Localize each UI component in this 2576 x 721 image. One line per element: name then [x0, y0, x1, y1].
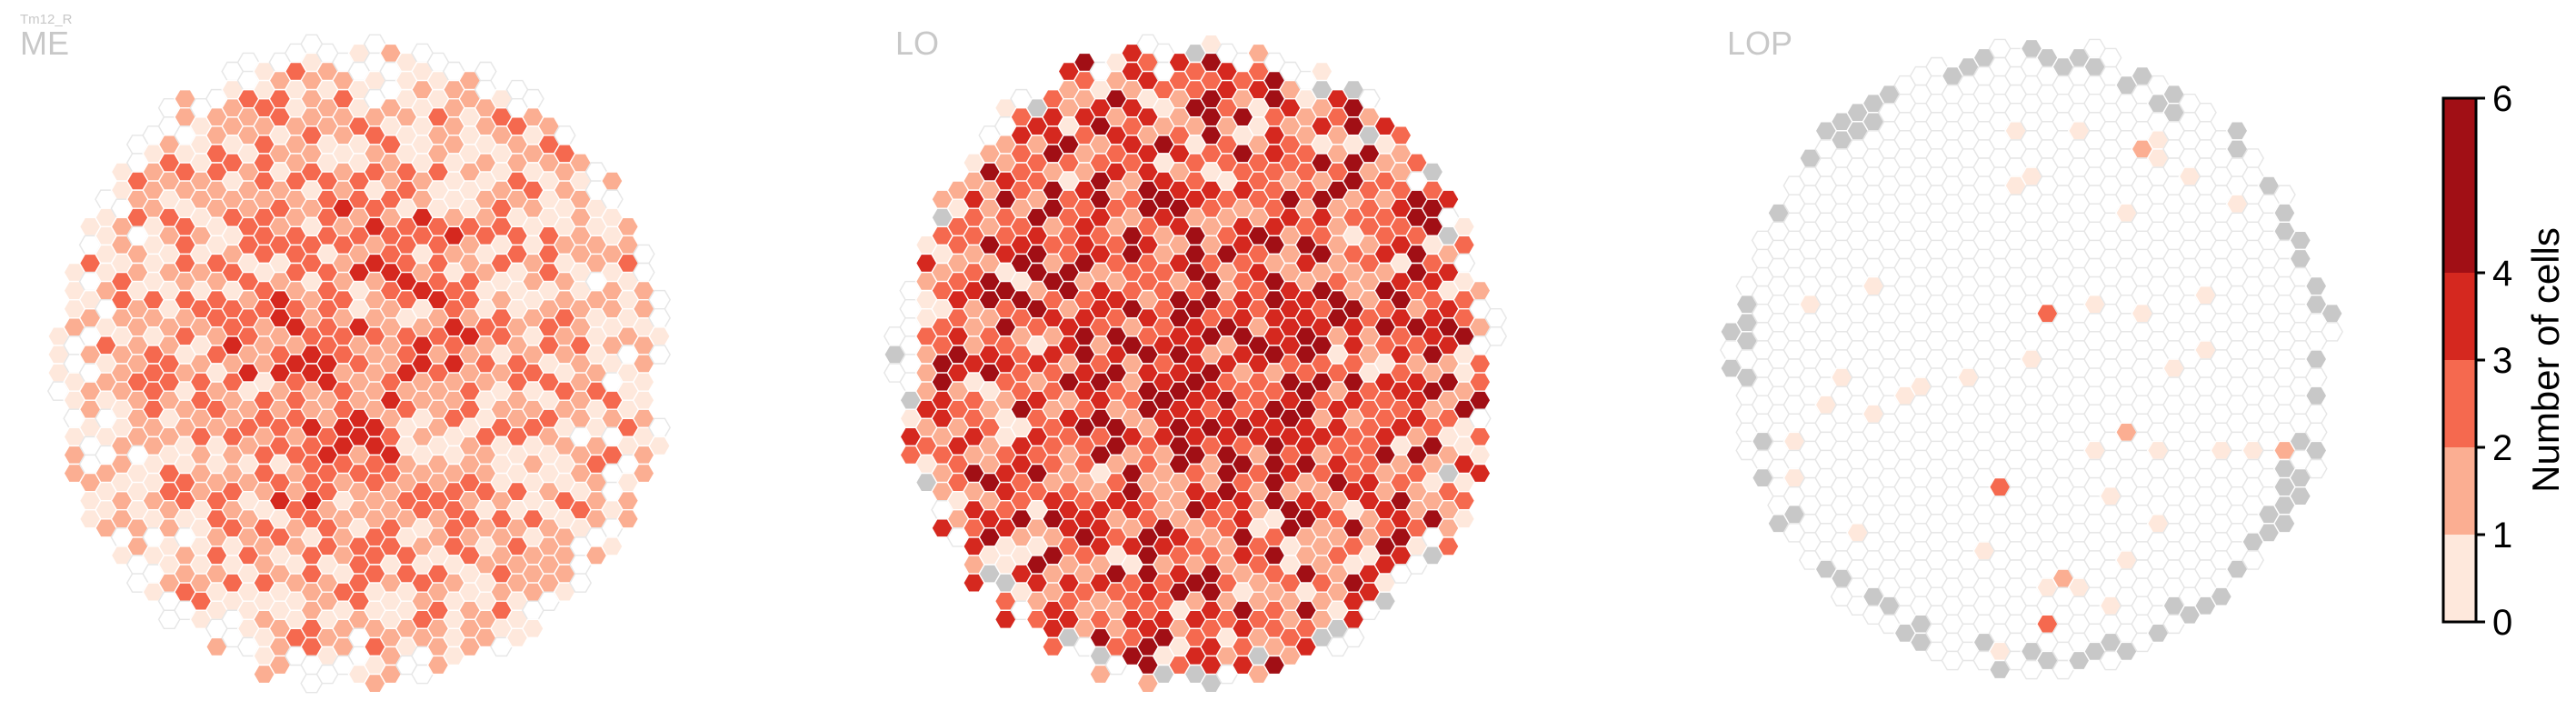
hex-column — [648, 436, 672, 456]
hex-column — [2272, 203, 2296, 224]
hex-column — [648, 289, 672, 310]
hex-column — [1468, 445, 1492, 466]
hex-column — [569, 573, 593, 593]
hex-column — [521, 618, 544, 639]
cell-type-label: Tm12_R — [20, 12, 73, 27]
panel-title-lop: LOP — [1727, 25, 1792, 62]
hex-column — [1389, 125, 1413, 145]
colorbar-tick-label: 6 — [2492, 79, 2512, 119]
hex-column — [2289, 248, 2312, 269]
hex-column — [2304, 422, 2328, 443]
hex-column — [2304, 367, 2328, 387]
hex-column — [1468, 280, 1492, 301]
hex-column — [1373, 591, 1397, 611]
hex-column — [1468, 390, 1492, 410]
hex-column — [2242, 550, 2265, 570]
hex-column — [553, 125, 576, 145]
hex-column — [616, 216, 640, 237]
hex-column — [2304, 275, 2328, 296]
hex-column — [2289, 486, 2312, 506]
hex-column — [2321, 322, 2344, 342]
hex-column — [521, 88, 544, 109]
hex-column — [600, 536, 624, 556]
hex-column — [1453, 235, 1476, 255]
hex-column — [648, 417, 672, 438]
hexgrid-lo — [883, 34, 1508, 694]
colorbar-tick-label: 4 — [2492, 254, 2512, 294]
hex-column — [648, 326, 672, 346]
hexgrid-lop — [1719, 38, 2344, 680]
colorbar-bin-4 — [2443, 98, 2476, 273]
hex-column — [1468, 372, 1492, 392]
hex-column — [632, 390, 655, 410]
colorbar-tick-label: 3 — [2492, 341, 2512, 381]
colorbar-bin-3 — [2443, 273, 2476, 360]
hex-column — [1453, 253, 1476, 274]
hex-column — [600, 189, 624, 209]
hex-column — [2193, 103, 2217, 123]
panel-lop: LOP — [1719, 25, 2344, 680]
colorbar-label: Number of cells — [2524, 227, 2567, 493]
hex-column — [2304, 349, 2328, 369]
hex-column — [1421, 162, 1444, 182]
hex-column — [1342, 627, 1365, 648]
hex-column — [2304, 404, 2328, 425]
hex-column — [2210, 586, 2233, 606]
hex-column — [648, 345, 672, 365]
hex-column — [1468, 408, 1492, 429]
hex-column — [2304, 458, 2328, 479]
colorbar-tick-label: 0 — [2492, 603, 2512, 643]
panel-me: ME — [20, 25, 672, 694]
hex-column — [1436, 536, 1460, 556]
hex-column — [2272, 514, 2296, 534]
hex-column — [2321, 304, 2344, 324]
hex-column — [474, 61, 497, 82]
hex-column — [648, 308, 672, 328]
hex-column — [632, 463, 655, 484]
hex-column — [1310, 61, 1333, 82]
hex-column — [1436, 189, 1460, 209]
hex-column — [1468, 463, 1492, 484]
colorbar: 0 1 2 3 4 6 Number of cells — [2441, 79, 2567, 643]
hex-column — [600, 171, 624, 191]
hex-column — [1453, 509, 1476, 529]
hex-column — [2099, 47, 2122, 68]
hex-column — [1468, 426, 1492, 447]
hex-column — [1484, 308, 1508, 328]
hex-column — [2225, 121, 2249, 141]
hex-column — [616, 490, 640, 511]
colorbar-segments — [2443, 98, 2476, 622]
panel-lo: LO — [883, 25, 1508, 694]
colorbar-bin-0 — [2443, 535, 2476, 622]
hex-column — [1453, 490, 1476, 511]
colorbar-tick-label: 1 — [2492, 516, 2512, 556]
hex-column — [616, 509, 640, 529]
colorbar-bin-2 — [2443, 360, 2476, 447]
colorbar-bin-1 — [2443, 447, 2476, 535]
hex-column — [2272, 185, 2296, 205]
hex-column — [632, 244, 655, 265]
hex-column — [2304, 386, 2328, 406]
hex-column — [1453, 216, 1476, 237]
hex-column — [1357, 88, 1381, 109]
hex-column — [2289, 230, 2312, 251]
hex-column — [1484, 326, 1508, 346]
hex-column — [632, 262, 655, 283]
panel-title-lo: LO — [895, 25, 939, 62]
colorbar-tick-label: 2 — [2492, 428, 2512, 468]
hexgrid-me — [46, 34, 672, 694]
panel-title-me: ME — [20, 25, 69, 62]
hex-column — [1468, 354, 1492, 374]
hex-column — [632, 372, 655, 392]
hex-column — [2242, 148, 2265, 168]
hex-column — [2304, 440, 2328, 461]
colorbar-ticks: 0 1 2 3 4 6 — [2476, 79, 2512, 643]
